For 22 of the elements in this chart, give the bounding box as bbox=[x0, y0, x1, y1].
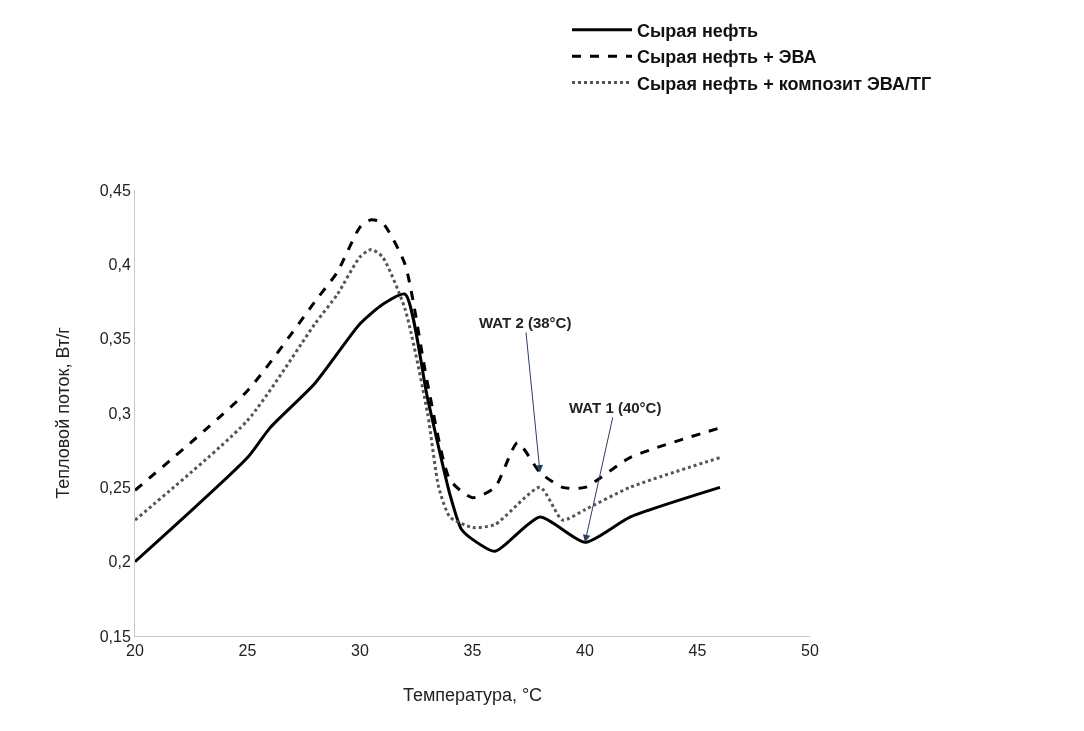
annotation: WAT 1 (40°C) bbox=[569, 399, 662, 416]
line-series bbox=[135, 247, 722, 529]
y-tick-label: 0,3 bbox=[108, 404, 131, 422]
y-tick-label: 0,25 bbox=[99, 478, 131, 496]
x-axis-title: Температура, °C bbox=[402, 685, 543, 706]
y-tick-label: 0,4 bbox=[108, 255, 131, 273]
y-tick-label: 0,35 bbox=[99, 330, 131, 348]
legend-label: Сырая нефть + ЭВА bbox=[637, 47, 817, 68]
annotation: WAT 2 (38°C) bbox=[479, 314, 572, 331]
x-tick-label: 30 bbox=[351, 642, 369, 660]
x-tick-label: 50 bbox=[801, 642, 819, 660]
y-tick-label: 0,45 bbox=[99, 181, 131, 199]
x-tick-label: 45 bbox=[688, 642, 707, 660]
legend-label: Сырая нефть bbox=[637, 20, 759, 41]
x-tick-label: 40 bbox=[576, 642, 594, 660]
x-tick-label: 25 bbox=[238, 642, 257, 660]
x-tick-label: 35 bbox=[463, 642, 482, 660]
y-tick-label: 0,2 bbox=[108, 553, 131, 571]
x-tick-label: 20 bbox=[126, 642, 144, 660]
y-axis-title: Тепловой поток, Вт/г bbox=[52, 326, 73, 499]
y-tick-label: 0,15 bbox=[99, 627, 131, 645]
legend-label: Сырая нефть + композит ЭВА/ТГ bbox=[637, 73, 932, 94]
